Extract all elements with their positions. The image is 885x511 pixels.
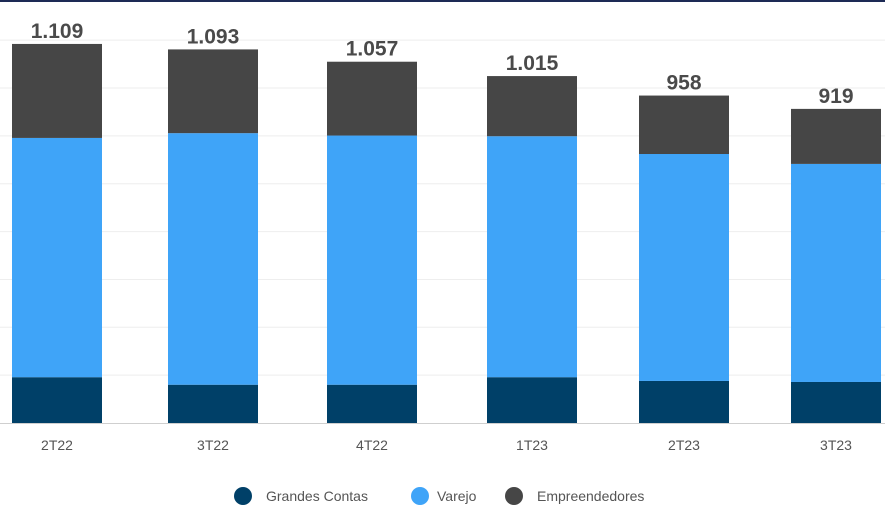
bar-segment-grandes-contas (327, 384, 417, 423)
bar-segment-grandes-contas (791, 381, 881, 423)
x-tick-label: 4T22 (356, 437, 388, 453)
legend-label: Empreendedores (537, 488, 644, 504)
bar-total-label: 1.093 (187, 25, 240, 48)
bar-segment-varejo (791, 163, 881, 382)
bar-segment-empreendedores (487, 76, 577, 137)
bar-total-label: 1.057 (346, 38, 399, 61)
legend-swatch (505, 487, 523, 505)
x-tick-label: 2T23 (668, 437, 700, 453)
x-tick-label: 1T23 (516, 437, 548, 453)
bar-segment-varejo (168, 133, 258, 385)
bar-segment-empreendedores (639, 95, 729, 155)
top-border (0, 0, 885, 2)
legend-label: Grandes Contas (266, 488, 368, 504)
x-tick-label: 3T23 (820, 437, 852, 453)
bar-total-label: 958 (666, 72, 701, 95)
bar-segment-grandes-contas (12, 377, 102, 423)
bar-segment-empreendedores (12, 43, 102, 138)
bar-segment-varejo (639, 154, 729, 381)
bar-segment-varejo (327, 135, 417, 385)
bar-segment-grandes-contas (639, 380, 729, 423)
bar-total-label: 1.015 (506, 52, 559, 75)
legend-label: Varejo (437, 488, 477, 504)
bar-segment-grandes-contas (168, 384, 258, 423)
bar-total-label: 919 (818, 85, 853, 108)
bar-segment-grandes-contas (487, 377, 577, 423)
legend-swatch (411, 487, 429, 505)
bar-segment-empreendedores (168, 49, 258, 134)
bar-segment-empreendedores (327, 61, 417, 136)
x-tick-label: 3T22 (197, 437, 229, 453)
bar-segment-varejo (12, 137, 102, 378)
bar-segment-varejo (487, 136, 577, 378)
x-tick-label: 2T22 (41, 437, 73, 453)
bar-total-label: 1.109 (31, 20, 84, 43)
legend-swatch (234, 487, 252, 505)
bar-segment-empreendedores (791, 108, 881, 164)
